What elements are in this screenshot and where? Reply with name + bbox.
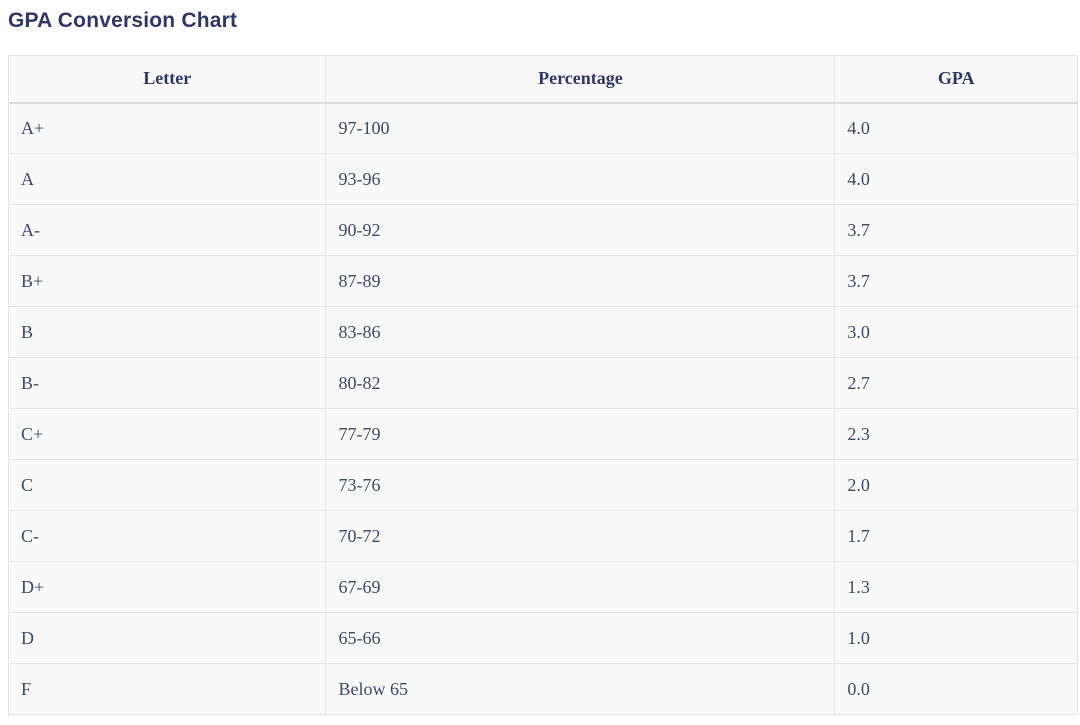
table-row: A+ 97-100 4.0 <box>7 102 1078 154</box>
percentage-cell: 65-66 <box>325 612 836 664</box>
table-header: Letter Percentage GPA <box>7 55 1078 104</box>
table-row: C+ 77-79 2.3 <box>7 408 1078 460</box>
percentage-cell: Below 65 <box>325 663 836 715</box>
gpa-cell: 3.0 <box>834 306 1078 358</box>
letter-cell: A- <box>7 204 327 256</box>
gpa-cell: 3.7 <box>834 204 1078 256</box>
page-title: GPA Conversion Chart <box>8 9 238 32</box>
table-body: A+ 97-100 4.0 A 93-96 4.0 A- 90-92 3.7 B… <box>7 102 1078 715</box>
gpa-cell: 1.3 <box>834 561 1078 613</box>
percentage-cell: 77-79 <box>325 408 836 460</box>
gpa-conversion-table: Letter Percentage GPA A+ 97-100 4.0 A 93… <box>7 55 1078 715</box>
table-row: D 65-66 1.0 <box>7 612 1078 664</box>
gpa-cell: 3.7 <box>834 255 1078 307</box>
table-row: B- 80-82 2.7 <box>7 357 1078 409</box>
percentage-cell: 67-69 <box>325 561 836 613</box>
table-row: C 73-76 2.0 <box>7 459 1078 511</box>
letter-cell: C- <box>7 510 327 562</box>
letter-cell: B- <box>7 357 327 409</box>
percentage-cell: 93-96 <box>325 153 836 205</box>
gpa-cell: 2.3 <box>834 408 1078 460</box>
letter-cell: D <box>7 612 327 664</box>
header-row: Letter Percentage GPA <box>7 55 1078 104</box>
gpa-cell: 1.7 <box>834 510 1078 562</box>
gpa-cell: 2.7 <box>834 357 1078 409</box>
percentage-cell: 87-89 <box>325 255 836 307</box>
letter-cell: A+ <box>7 102 327 154</box>
letter-cell: B <box>7 306 327 358</box>
table-row: F Below 65 0.0 <box>7 663 1078 715</box>
table-row: A- 90-92 3.7 <box>7 204 1078 256</box>
percentage-cell: 83-86 <box>325 306 836 358</box>
letter-cell: B+ <box>7 255 327 307</box>
table-row: C- 70-72 1.7 <box>7 510 1078 562</box>
letter-cell: F <box>7 663 327 715</box>
letter-cell: A <box>7 153 327 205</box>
gpa-cell: 4.0 <box>834 102 1078 154</box>
gpa-cell: 2.0 <box>834 459 1078 511</box>
table-row: D+ 67-69 1.3 <box>7 561 1078 613</box>
gpa-cell: 4.0 <box>834 153 1078 205</box>
percentage-cell: 70-72 <box>325 510 836 562</box>
table-row: A 93-96 4.0 <box>7 153 1078 205</box>
percentage-cell: 73-76 <box>325 459 836 511</box>
percentage-cell: 90-92 <box>325 204 836 256</box>
percentage-cell: 97-100 <box>325 102 836 154</box>
letter-cell: C+ <box>7 408 327 460</box>
table-row: B 83-86 3.0 <box>7 306 1078 358</box>
gpa-cell: 1.0 <box>834 612 1078 664</box>
gpa-cell: 0.0 <box>834 663 1078 715</box>
column-header-letter: Letter <box>7 55 327 104</box>
letter-cell: C <box>7 459 327 511</box>
percentage-cell: 80-82 <box>325 357 836 409</box>
letter-cell: D+ <box>7 561 327 613</box>
table-row: B+ 87-89 3.7 <box>7 255 1078 307</box>
column-header-gpa: GPA <box>834 55 1078 104</box>
column-header-percentage: Percentage <box>325 55 836 104</box>
